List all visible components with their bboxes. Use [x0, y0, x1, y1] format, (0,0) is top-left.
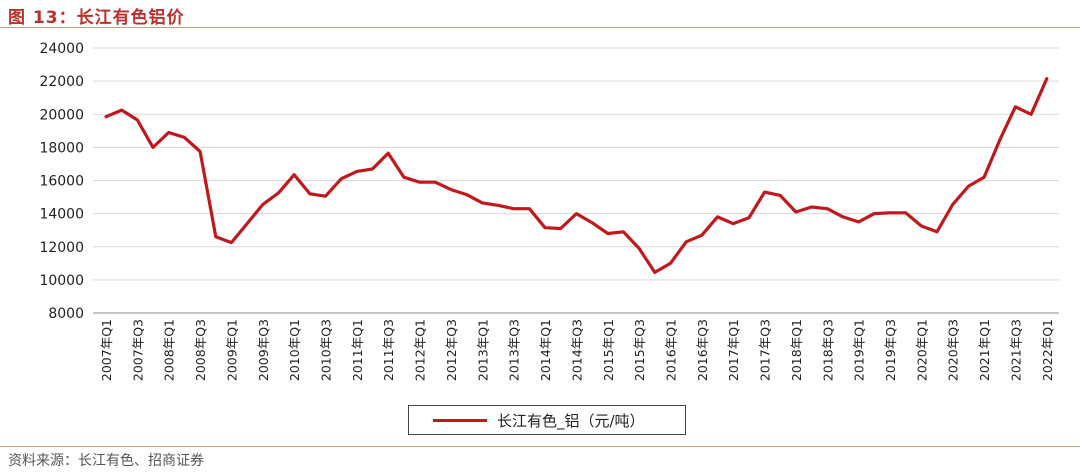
- legend-swatch: [433, 419, 487, 422]
- x-tick-label: 2017年Q1: [726, 319, 741, 381]
- x-tick-label: 2010年Q1: [287, 319, 302, 381]
- x-tick-label: 2008年Q3: [193, 319, 208, 381]
- series-lines: [104, 76, 1049, 274]
- x-tick-label: 2019年Q3: [883, 319, 898, 381]
- x-tick-label: 2014年Q1: [538, 319, 553, 381]
- y-tick-label: 12000: [39, 240, 84, 256]
- x-tick-label: 2009年Q3: [256, 319, 271, 381]
- x-axis-tick-labels: 2007年Q1 2007年Q3 2008年Q1 2008年Q3 2009年Q1 2009年…: [99, 319, 1055, 381]
- x-tick-label: 2007年Q3: [130, 319, 145, 381]
- x-tick-label: 2012年Q1: [413, 319, 428, 381]
- y-tick-label: 8000: [48, 306, 84, 322]
- header-divider: [0, 27, 1080, 28]
- x-tick-label: 2013年Q1: [475, 319, 490, 381]
- x-tick-label: 2016年Q1: [663, 319, 678, 381]
- y-tick-label: 16000: [39, 174, 84, 190]
- legend: 长江有色_铝（元/吨）: [408, 405, 686, 435]
- footer-divider: [0, 446, 1080, 447]
- y-tick-label: 20000: [39, 107, 84, 123]
- x-tick-label: 2018年Q1: [789, 319, 804, 381]
- y-tick-label: 14000: [39, 207, 84, 223]
- x-tick-label: 2020年Q3: [946, 319, 961, 381]
- source-note: 资料来源：长江有色、招商证券: [8, 453, 204, 469]
- x-tick-label: 2011年Q3: [381, 319, 396, 381]
- x-tick-label: 2011年Q1: [350, 319, 365, 381]
- series-line: [104, 76, 1049, 274]
- y-tick-label: 18000: [39, 140, 84, 156]
- y-tick-label: 24000: [39, 41, 84, 57]
- x-tick-label: 2017年Q3: [758, 319, 773, 381]
- x-tick-label: 2020年Q1: [914, 319, 929, 381]
- x-tick-label: 2014年Q3: [569, 319, 584, 381]
- x-tick-label: 2015年Q3: [632, 319, 647, 381]
- x-tick-label: 2022年Q1: [1040, 319, 1055, 381]
- x-tick-label: 2021年Q1: [977, 319, 992, 381]
- x-tick-label: 2012年Q3: [444, 319, 459, 381]
- x-tick-label: 2010年Q3: [319, 319, 334, 381]
- legend-label: 长江有色_铝（元/吨）: [497, 412, 645, 430]
- x-tick-label: 2013年Q3: [507, 319, 522, 381]
- x-tick-label: 2009年Q1: [224, 319, 239, 381]
- x-tick-label: 2008年Q1: [162, 319, 177, 381]
- figure-title: 图 13：长江有色铝价: [8, 8, 185, 28]
- x-tick-label: 2019年Q1: [852, 319, 867, 381]
- x-tick-label: 2016年Q3: [695, 319, 710, 381]
- x-tick-label: 2018年Q3: [820, 319, 835, 381]
- y-axis-tick-labels: 8000 10000 12000 14000 16000 18000 20000 22000 2…: [39, 41, 84, 322]
- x-tick-label: 2007年Q1: [99, 319, 114, 381]
- gridlines: [93, 47, 1059, 281]
- x-tick-label: 2021年Q3: [1008, 319, 1023, 381]
- y-tick-label: 22000: [39, 74, 84, 90]
- y-tick-label: 10000: [39, 273, 84, 289]
- x-tick-label: 2015年Q1: [601, 319, 616, 381]
